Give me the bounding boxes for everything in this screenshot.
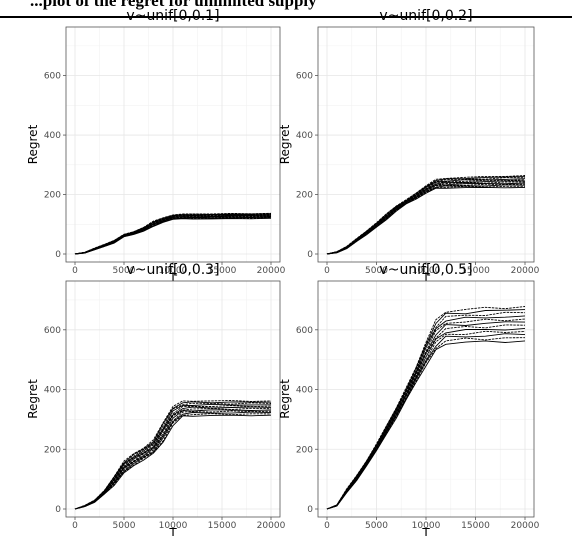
x-tick-label: 15000 xyxy=(208,521,237,531)
x-tick-label: 0 xyxy=(324,266,330,276)
series-line-run-12 xyxy=(326,306,526,510)
x-tick-label: 20000 xyxy=(257,521,286,531)
header-caption: ...plot of the regret for unlimited supp… xyxy=(30,0,317,10)
y-tick-label: 400 xyxy=(44,386,61,396)
gridlines xyxy=(66,27,280,262)
header-rule xyxy=(0,16,572,18)
y-tick-label: 400 xyxy=(296,131,313,141)
run-lines xyxy=(74,212,272,255)
y-tick-label: 0 xyxy=(307,505,313,515)
y-tick-label: 400 xyxy=(296,386,313,396)
x-tick-label: 20000 xyxy=(511,266,540,276)
x-tick-label: 5000 xyxy=(113,266,136,276)
x-tick-label: 20000 xyxy=(511,521,540,531)
x-tick-label: 20000 xyxy=(257,266,286,276)
panel-title: v~unif[0,0.5] xyxy=(379,262,472,278)
x-tick-label: 0 xyxy=(72,266,78,276)
series-line-run-12 xyxy=(326,175,526,255)
x-tick-label: 0 xyxy=(72,521,78,531)
y-tick-label: 0 xyxy=(307,250,313,260)
x-tick-label: 10000 xyxy=(159,521,188,531)
y-axis-label: Regret xyxy=(278,124,292,164)
y-tick-label: 200 xyxy=(296,445,313,455)
y-tick-label: 600 xyxy=(296,326,313,336)
x-tick-label: 5000 xyxy=(365,266,388,276)
panel-3: 0 5000 10000 15000 20000 0 200 400 600 v~unif[0,0… xyxy=(26,262,286,536)
panel-1: 0 5000 10000 15000 20000 0 200 400 600 v~unif[0,0… xyxy=(26,8,286,285)
x-axis-label: T xyxy=(421,271,430,285)
y-tick-label: 0 xyxy=(55,250,61,260)
y-tick-label: 0 xyxy=(55,505,61,515)
x-tick-label: 5000 xyxy=(113,521,136,531)
y-tick-label: 200 xyxy=(296,191,313,201)
x-tick-label: 15000 xyxy=(208,266,237,276)
x-axis-label: T xyxy=(168,271,177,285)
run-lines xyxy=(74,400,272,510)
y-tick-label: 600 xyxy=(44,326,61,336)
y-tick-label: 600 xyxy=(296,72,313,82)
x-tick-label: 10000 xyxy=(159,266,188,276)
series-line-run-12 xyxy=(74,212,272,255)
run-lines xyxy=(326,175,526,255)
y-axis-label: Regret xyxy=(26,379,40,419)
page-header: ...plot of the regret for unlimited supp… xyxy=(0,0,572,22)
panel-title: v~unif[0,0.3] xyxy=(126,262,219,278)
panel-title: v~unif[0,0.2] xyxy=(379,8,472,24)
y-tick-label: 600 xyxy=(44,72,61,82)
y-axis-label: Regret xyxy=(26,124,40,164)
x-tick-label: 0 xyxy=(324,521,330,531)
y-axis-label: Regret xyxy=(278,379,292,419)
y-tick-label: 200 xyxy=(44,445,61,455)
y-tick-label: 400 xyxy=(44,131,61,141)
x-tick-label: 15000 xyxy=(461,521,490,531)
panel-4: 0 5000 10000 15000 20000 0 200 400 600 v~unif[0,0… xyxy=(278,262,540,536)
x-tick-label: 15000 xyxy=(461,266,490,276)
x-axis-label: T xyxy=(168,526,177,536)
panel-2: 0 5000 10000 15000 20000 0 200 400 600 v~unif[0,0… xyxy=(278,8,540,285)
series-line-run-12 xyxy=(74,400,272,510)
gridlines xyxy=(318,27,534,262)
run-lines xyxy=(326,306,526,510)
y-tick-label: 200 xyxy=(44,191,61,201)
gridlines xyxy=(66,281,280,517)
series-line-run-3 xyxy=(326,333,526,510)
panel-title: v~unif[0,0.1] xyxy=(126,8,219,24)
series-line-run-11 xyxy=(74,213,272,255)
x-tick-label: 10000 xyxy=(412,521,441,531)
x-tick-label: 5000 xyxy=(365,521,388,531)
series-line-run-11 xyxy=(74,401,272,510)
x-tick-label: 10000 xyxy=(412,266,441,276)
series-line-run-4 xyxy=(74,216,272,255)
x-axis-label: T xyxy=(421,526,430,536)
